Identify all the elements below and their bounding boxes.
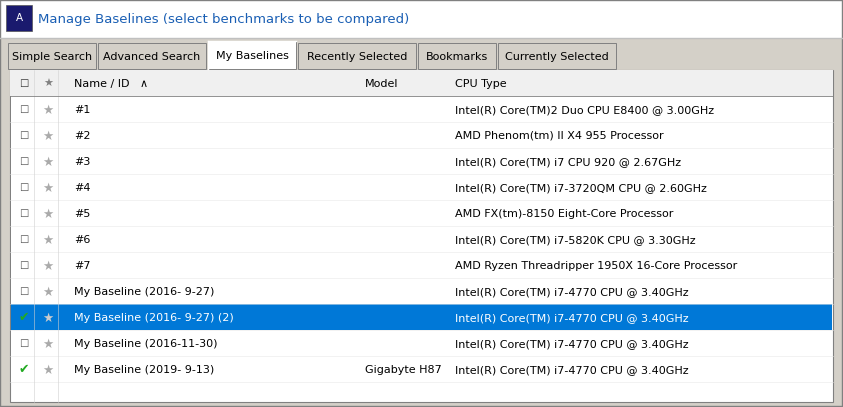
Text: Intel(R) Core(TM)2 Duo CPU E8400 @ 3.00GHz: Intel(R) Core(TM)2 Duo CPU E8400 @ 3.00G… [455,105,714,115]
Text: ✔: ✔ [19,311,30,324]
Text: ★: ★ [42,129,54,142]
Bar [11,304,832,330]
Text: ☐: ☐ [19,287,29,297]
Bar [11,278,832,304]
Bar [11,226,832,252]
Text: Currently Selected: Currently Selected [505,52,609,62]
Bar [11,122,832,148]
Text: ★: ★ [42,311,54,324]
Text: ☐: ☐ [19,261,29,271]
Text: ★: ★ [42,363,54,376]
Bar [11,148,832,174]
Text: AMD Phenom(tm) II X4 955 Processor: AMD Phenom(tm) II X4 955 Processor [455,131,663,141]
Text: #3: #3 [74,157,90,167]
Text: #2: #2 [74,131,90,141]
Text: #7: #7 [74,261,90,271]
Text: Intel(R) Core(TM) i7 CPU 920 @ 2.67GHz: Intel(R) Core(TM) i7 CPU 920 @ 2.67GHz [455,157,681,167]
Text: Manage Baselines (select benchmarks to be compared): Manage Baselines (select benchmarks to b… [38,13,409,26]
Bar [11,96,832,122]
Text: A: A [15,13,23,23]
Text: Bookmarks: Bookmarks [426,52,488,62]
Text: Model: Model [365,79,399,89]
Bar [11,330,832,356]
Text: My Baseline (2016- 9-27): My Baseline (2016- 9-27) [74,287,214,297]
Text: #1: #1 [74,105,90,115]
Text: Intel(R) Core(TM) i7-5820K CPU @ 3.30GHz: Intel(R) Core(TM) i7-5820K CPU @ 3.30GHz [455,235,695,245]
Text: Advanced Search: Advanced Search [104,52,201,62]
Bar [418,43,496,69]
Bar [98,43,206,69]
Text: My Baseline (2016- 9-27) (2): My Baseline (2016- 9-27) (2) [74,313,234,323]
Text: CPU Type: CPU Type [455,79,507,89]
Text: Intel(R) Core(TM) i7-4770 CPU @ 3.40GHz: Intel(R) Core(TM) i7-4770 CPU @ 3.40GHz [455,365,689,375]
Text: ✔: ✔ [19,363,30,376]
Text: ★: ★ [42,182,54,195]
Text: #6: #6 [74,235,90,245]
Text: ★: ★ [42,103,54,116]
Bar [10,70,833,96]
Bar [10,70,833,402]
Text: ★: ★ [42,337,54,350]
Text: AMD Ryzen Threadripper 1950X 16-Core Processor: AMD Ryzen Threadripper 1950X 16-Core Pro… [455,261,738,271]
Text: Simple Search: Simple Search [12,52,92,62]
Text: ☐: ☐ [19,105,29,115]
Text: ★: ★ [42,285,54,298]
Bar [11,174,832,200]
Text: #4: #4 [74,183,90,193]
Text: ★: ★ [42,260,54,273]
Bar [11,200,832,226]
Text: ☐: ☐ [19,183,29,193]
Bar [498,43,616,69]
Bar [0,38,843,74]
Bar [208,41,296,69]
Text: #5: #5 [74,209,90,219]
Text: ☐: ☐ [19,235,29,245]
Text: My Baselines: My Baselines [216,51,288,61]
Text: ★: ★ [42,234,54,247]
Text: Gigabyte H87: Gigabyte H87 [365,365,442,375]
Text: ☐: ☐ [19,79,29,89]
Bar [298,43,416,69]
Text: My Baseline (2019- 9-13): My Baseline (2019- 9-13) [74,365,214,375]
Text: ☐: ☐ [19,339,29,349]
Text: Recently Selected: Recently Selected [307,52,407,62]
Bar [0,0,843,38]
Text: ☐: ☐ [19,131,29,141]
Text: ☐: ☐ [19,157,29,167]
Text: ☐: ☐ [19,209,29,219]
Text: Name / ID   ∧: Name / ID ∧ [74,79,148,89]
Text: My Baseline (2016-11-30): My Baseline (2016-11-30) [74,339,217,349]
Text: ★: ★ [42,208,54,221]
Bar [6,5,32,31]
Text: Intel(R) Core(TM) i7-4770 CPU @ 3.40GHz: Intel(R) Core(TM) i7-4770 CPU @ 3.40GHz [455,287,689,297]
Text: ★: ★ [43,79,53,89]
Text: AMD FX(tm)-8150 Eight-Core Processor: AMD FX(tm)-8150 Eight-Core Processor [455,209,674,219]
Bar [11,252,832,278]
Text: Intel(R) Core(TM) i7-4770 CPU @ 3.40GHz: Intel(R) Core(TM) i7-4770 CPU @ 3.40GHz [455,339,689,349]
Text: Intel(R) Core(TM) i7-4770 CPU @ 3.40GHz: Intel(R) Core(TM) i7-4770 CPU @ 3.40GHz [455,313,689,323]
Text: ★: ★ [42,155,54,168]
Bar [8,43,96,69]
Bar [11,356,832,382]
Text: Intel(R) Core(TM) i7-3720QM CPU @ 2.60GHz: Intel(R) Core(TM) i7-3720QM CPU @ 2.60GH… [455,183,707,193]
